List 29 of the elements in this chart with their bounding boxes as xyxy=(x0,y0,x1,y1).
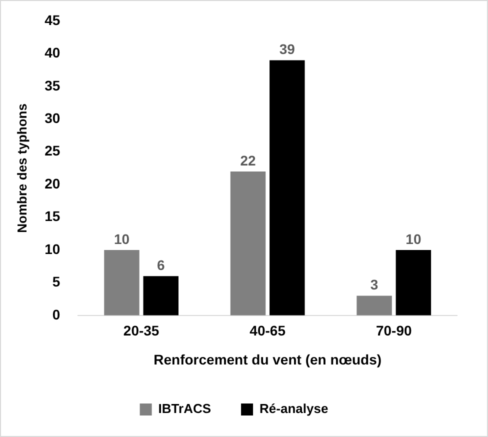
y-tick-label: 20 xyxy=(44,175,60,192)
y-tick-label: 35 xyxy=(44,77,60,94)
bar xyxy=(396,250,432,316)
bar xyxy=(356,296,392,316)
y-tick-label: 5 xyxy=(52,274,60,290)
legend-label: IBTrACS xyxy=(158,401,212,416)
y-tick-label: 45 xyxy=(44,12,60,28)
legend-label: Ré-analyse xyxy=(260,401,328,416)
y-tick-label: 0 xyxy=(52,306,60,322)
y-tick-label: 10 xyxy=(44,240,60,257)
y-tick-label: 40 xyxy=(44,44,60,61)
x-tick-label: 20-35 xyxy=(123,322,160,339)
bar xyxy=(143,276,178,316)
y-tick-label: 25 xyxy=(44,142,60,159)
y-tick-label: 15 xyxy=(44,208,60,224)
data-label: 3 xyxy=(370,276,378,293)
bar xyxy=(230,171,266,316)
data-label: 22 xyxy=(240,152,256,168)
data-label: 10 xyxy=(114,230,130,247)
x-tick-label: 40-65 xyxy=(250,322,286,339)
bar xyxy=(270,60,305,316)
data-label: 10 xyxy=(406,230,422,247)
y-axis-title: Nombre des typhons xyxy=(14,104,30,233)
data-label: 39 xyxy=(279,41,296,58)
x-tick-label: 70-90 xyxy=(376,322,412,339)
x-axis-title: Renforcement du vent (en nœuds) xyxy=(154,351,382,368)
data-label: 6 xyxy=(156,257,165,274)
y-tick-label: 30 xyxy=(44,110,60,126)
bar xyxy=(104,250,140,316)
